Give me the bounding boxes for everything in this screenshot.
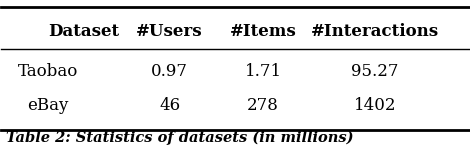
Text: 95.27: 95.27 xyxy=(352,63,399,80)
Text: #Items: #Items xyxy=(230,23,297,40)
Text: eBay: eBay xyxy=(27,97,69,114)
Text: 0.97: 0.97 xyxy=(151,63,188,80)
Text: Table 2: Statistics of datasets (in millions): Table 2: Statistics of datasets (in mill… xyxy=(6,130,353,145)
Text: 1.71: 1.71 xyxy=(244,63,282,80)
Text: 46: 46 xyxy=(159,97,180,114)
Text: Dataset: Dataset xyxy=(48,23,119,40)
Text: #Interactions: #Interactions xyxy=(311,23,439,40)
Text: #Users: #Users xyxy=(136,23,203,40)
Text: 278: 278 xyxy=(247,97,279,114)
Text: 1402: 1402 xyxy=(354,97,396,114)
Text: Taobao: Taobao xyxy=(18,63,78,80)
